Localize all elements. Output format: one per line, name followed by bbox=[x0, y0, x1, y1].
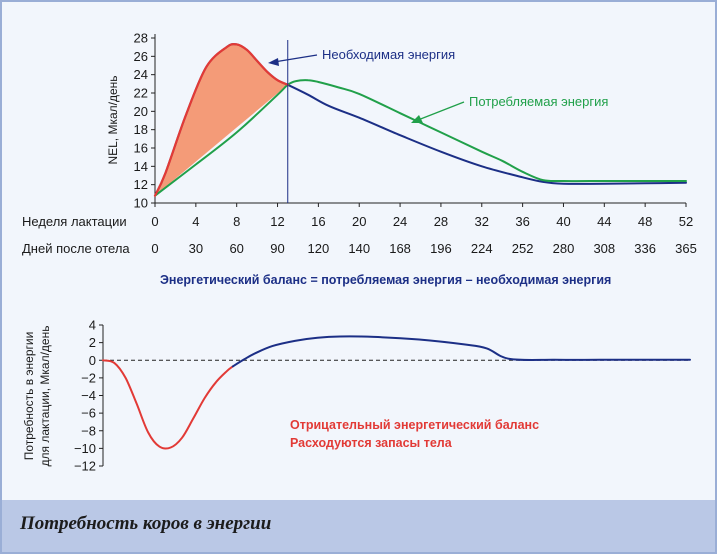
top-y-tick-label: 20 bbox=[134, 104, 148, 119]
x-weeks-tick-label: 48 bbox=[638, 214, 652, 229]
x-weeks-tick-label: 52 bbox=[679, 214, 693, 229]
caption-bar bbox=[2, 500, 715, 552]
bottom-y-tick-label: −10 bbox=[74, 441, 96, 456]
negative-balance-annotation: Отрицательный энергетический баланс bbox=[290, 418, 539, 432]
x-days-tick-label: 168 bbox=[389, 241, 411, 256]
top-y-tick-label: 14 bbox=[134, 159, 148, 174]
x-weeks-tick-label: 32 bbox=[475, 214, 489, 229]
x-weeks-tick-labels: 0 4 8 12 16 20 24 28 32 36 40 44 48 52 bbox=[151, 203, 693, 229]
top-y-tick-label: 16 bbox=[134, 141, 148, 156]
x-days-tick-label: 280 bbox=[553, 241, 575, 256]
top-y-tick-label: 10 bbox=[134, 196, 148, 211]
x-days-tick-label: 60 bbox=[229, 241, 243, 256]
balance-title: Энергетический баланс = потребляемая эне… bbox=[160, 273, 611, 287]
x-weeks-tick-label: 4 bbox=[192, 214, 199, 229]
x-weeks-tick-label: 16 bbox=[311, 214, 325, 229]
x-days-tick-label: 224 bbox=[471, 241, 493, 256]
x-days-tick-label: 30 bbox=[189, 241, 203, 256]
top-axes: 10 12 14 16 18 20 22 24 26 28 bbox=[134, 31, 686, 211]
x-days-tick-label: 140 bbox=[348, 241, 370, 256]
bottom-y-tick-label: −2 bbox=[81, 370, 96, 385]
consumed-energy-arrowhead bbox=[411, 115, 423, 123]
figure-caption: Потребность коров в энергии bbox=[20, 513, 272, 534]
x-weeks-tick-label: 0 bbox=[151, 214, 158, 229]
negative-balance-line bbox=[102, 359, 234, 450]
x-days-tick-label: 120 bbox=[308, 241, 330, 256]
consumed-energy-arrow bbox=[417, 101, 465, 121]
early-lactation-requirement-line bbox=[153, 42, 289, 197]
top-y-axis-label: NEL, Мкал/день bbox=[106, 75, 120, 164]
x-days-tick-label: 365 bbox=[675, 241, 697, 256]
bottom-y-tick-label: 2 bbox=[89, 335, 96, 350]
bottom-y-tick-label: 0 bbox=[89, 353, 96, 368]
top-y-tick-label: 18 bbox=[134, 122, 148, 137]
required-energy-arrow bbox=[273, 54, 318, 63]
top-y-tick-label: 28 bbox=[134, 31, 148, 46]
x-weeks-label: Неделя лактации bbox=[22, 214, 127, 229]
top-chart: 10 12 14 16 18 20 22 24 26 28 NEL, Мкал/день Неде… bbox=[22, 31, 697, 257]
body-reserves-annotation: Расходуются запасы тела bbox=[290, 436, 453, 450]
x-days-tick-label: 0 bbox=[151, 241, 158, 256]
bottom-y-tick-label: −4 bbox=[81, 388, 96, 403]
x-weeks-tick-label: 20 bbox=[352, 214, 366, 229]
bottom-axes: 4 2 0 −2 −4 −6 −8 −10 −12 bbox=[74, 318, 690, 474]
x-weeks-tick-label: 8 bbox=[233, 214, 240, 229]
x-weeks-tick-label: 36 bbox=[515, 214, 529, 229]
energy-deficit-area bbox=[155, 44, 288, 196]
consumed-energy-annotation: Потребляемая энергия bbox=[469, 94, 608, 109]
top-y-tick-label: 26 bbox=[134, 49, 148, 64]
required-energy-arrowhead bbox=[268, 58, 279, 66]
x-days-tick-label: 308 bbox=[593, 241, 615, 256]
consumed-energy-line bbox=[154, 79, 687, 197]
top-series bbox=[153, 42, 687, 197]
x-weeks-tick-label: 12 bbox=[270, 214, 284, 229]
x-weeks-tick-label: 24 bbox=[393, 214, 407, 229]
bottom-series bbox=[102, 335, 691, 450]
x-days-tick-labels: 0 30 60 90 120 140 168 196 224 252 280 308 336 365 bbox=[151, 241, 696, 256]
x-days-tick-label: 196 bbox=[430, 241, 452, 256]
x-days-tick-label: 90 bbox=[270, 241, 284, 256]
top-y-tick-label: 12 bbox=[134, 177, 148, 192]
x-weeks-tick-label: 40 bbox=[556, 214, 570, 229]
bottom-y-tick-label: 4 bbox=[89, 318, 96, 333]
positive-balance-line bbox=[231, 335, 691, 368]
top-y-tick-label: 22 bbox=[134, 86, 148, 101]
bottom-y-tick-label: −8 bbox=[81, 423, 96, 438]
x-weeks-tick-label: 44 bbox=[597, 214, 611, 229]
bottom-chart: 420−2−4−6−8−10−12 Потребность в энергии … bbox=[22, 318, 691, 474]
bottom-y-tick-label: −6 bbox=[81, 406, 96, 421]
bottom-y-axis-label-line1: Потребность в энергии bbox=[22, 332, 36, 461]
x-weeks-tick-label: 28 bbox=[434, 214, 448, 229]
required-energy-annotation: Необходимая энергия bbox=[322, 47, 455, 62]
x-days-tick-label: 336 bbox=[634, 241, 656, 256]
bottom-y-axis-label-line2: для лактации, Мкал/день bbox=[38, 326, 52, 467]
x-days-tick-label: 252 bbox=[512, 241, 534, 256]
x-days-label: Дней после отела bbox=[22, 241, 130, 256]
top-y-tick-label: 24 bbox=[134, 67, 148, 82]
bottom-y-tick-label: −12 bbox=[74, 459, 96, 474]
